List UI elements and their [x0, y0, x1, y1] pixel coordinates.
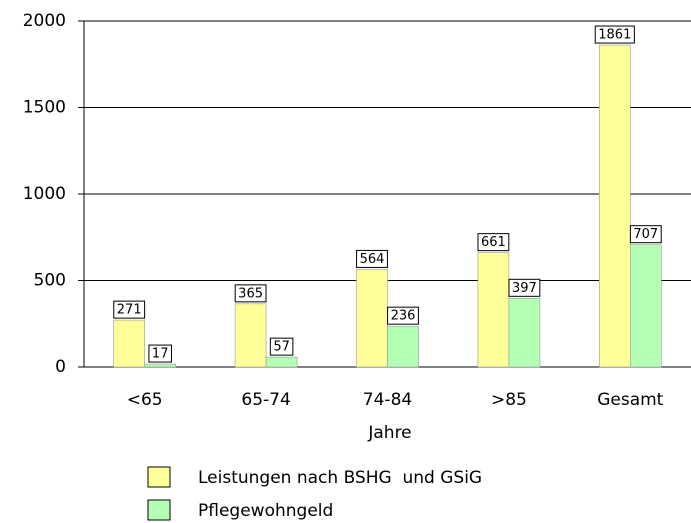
y-tick-label: 2000: [23, 11, 66, 31]
value-label: 661: [481, 235, 506, 250]
value-label: 57: [273, 340, 290, 355]
bar: [234, 303, 267, 368]
legend-label: Pflegewohngeld: [198, 501, 333, 521]
value-label: 236: [391, 309, 416, 324]
legend-label: Leistungen nach BSHG und GSiG: [198, 468, 482, 488]
value-label: 365: [238, 286, 263, 301]
y-tick-label: 1000: [23, 184, 66, 204]
bar: [144, 363, 176, 368]
value-label-box: [508, 278, 541, 297]
bar: [508, 298, 541, 368]
bar: [629, 244, 662, 368]
y-tick-label: 1500: [23, 98, 66, 118]
bar: [387, 325, 419, 368]
value-label: 397: [512, 281, 537, 296]
value-label-box: [234, 284, 267, 303]
value-label: 271: [117, 303, 142, 318]
x-tick-label: 74-84: [363, 390, 412, 410]
legend-swatch: [147, 466, 171, 488]
value-label: 17: [152, 347, 169, 362]
value-label-box: [477, 233, 510, 252]
value-label-box: [269, 337, 294, 356]
bar: [598, 44, 631, 368]
y-tick-label: 500: [34, 271, 66, 291]
value-label: 1861: [598, 28, 631, 43]
bar: [113, 319, 145, 368]
value-label: 707: [633, 227, 658, 242]
value-label-box: [387, 306, 419, 325]
value-label-box: [594, 25, 635, 44]
value-label-box: [356, 249, 388, 268]
x-tick-label: <65: [127, 390, 163, 410]
x-axis-label: Jahre: [367, 423, 411, 443]
bar: [477, 252, 510, 368]
x-tick-label: >85: [491, 390, 527, 410]
y-tick-label: 0: [55, 357, 66, 377]
x-tick-label: Gesamt: [597, 390, 663, 410]
bar: [265, 356, 298, 368]
value-label-box: [148, 344, 172, 363]
bar: [356, 269, 388, 368]
legend-swatch: [147, 499, 171, 521]
value-label-box: [629, 225, 662, 244]
value-label: 564: [360, 252, 385, 267]
value-label-box: [113, 300, 146, 319]
x-tick-label: 65-74: [241, 390, 290, 410]
